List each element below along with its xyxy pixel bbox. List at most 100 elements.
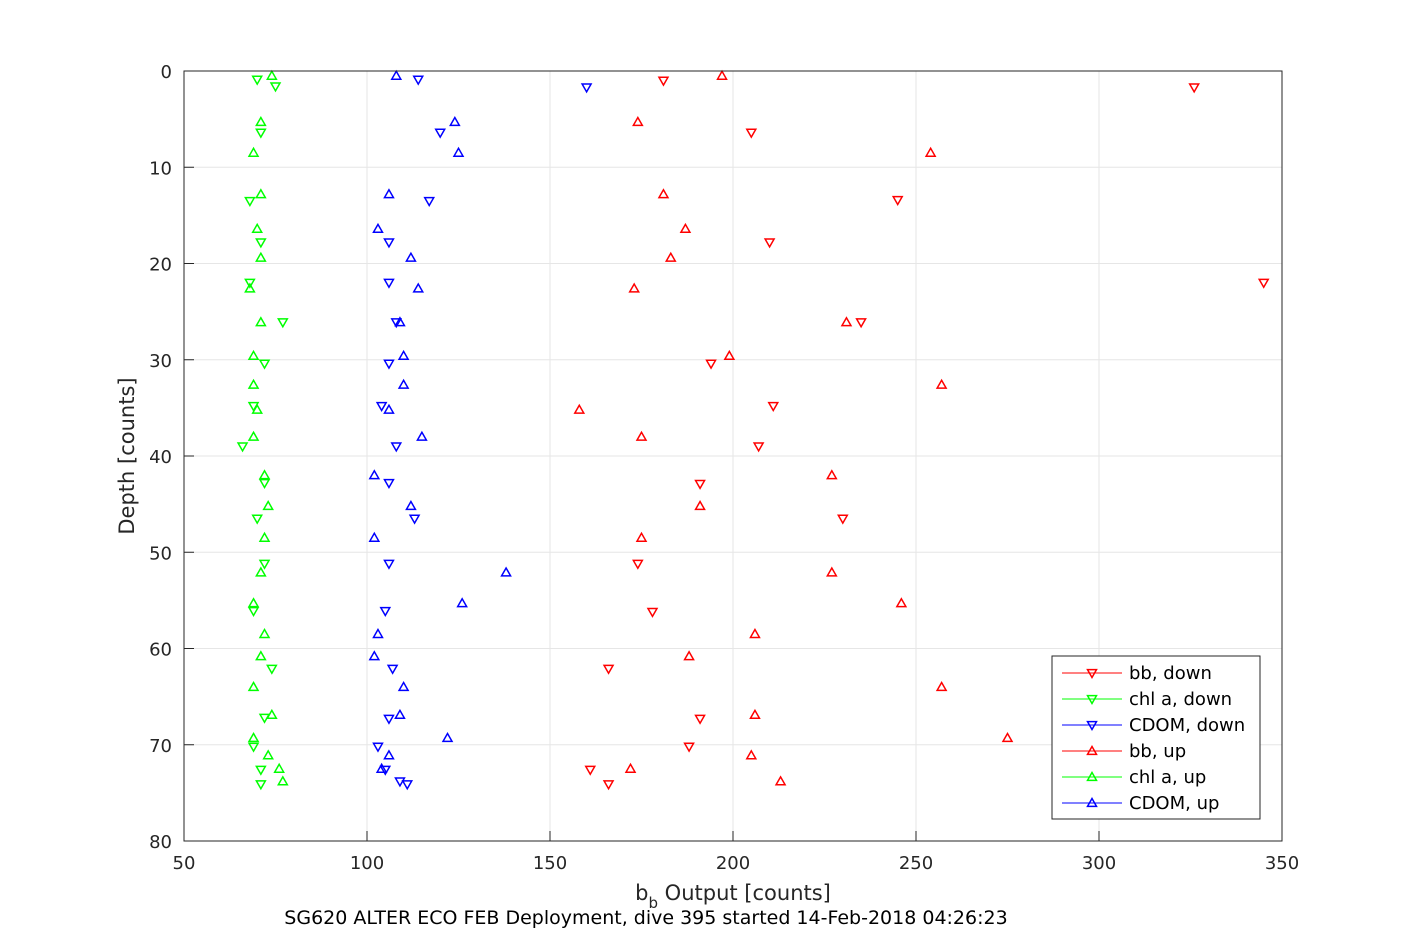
data-point-chl-a-down xyxy=(251,75,263,86)
data-point-cdom-up xyxy=(452,146,465,157)
data-point-chl-a-down xyxy=(247,606,260,617)
x-tick-label: 300 xyxy=(1082,853,1116,874)
y-tick-label: 30 xyxy=(149,351,172,372)
data-point-bb-down xyxy=(602,664,615,675)
data-point-cdom-up xyxy=(405,500,417,511)
data-point-bb-down xyxy=(657,76,670,87)
data-point-cdom-down xyxy=(383,714,395,725)
data-point-cdom-up xyxy=(405,251,417,262)
y-tick-label: 50 xyxy=(149,543,172,564)
data-point-bb-up xyxy=(745,749,758,760)
data-point-cdom-up xyxy=(441,732,454,743)
data-point-chl-a-up xyxy=(247,732,260,743)
data-point-cdom-up xyxy=(375,762,388,773)
data-point-bb-up xyxy=(624,762,637,773)
data-point-chl-a-up xyxy=(247,430,260,441)
data-point-cdom-up xyxy=(372,222,384,233)
data-point-bb-up xyxy=(635,430,648,441)
data-point-bb-down xyxy=(584,765,597,776)
data-point-cdom-up xyxy=(394,708,406,720)
data-point-chl-a-up xyxy=(266,69,278,80)
data-point-cdom-down xyxy=(375,401,388,412)
data-point-cdom-down xyxy=(383,559,395,570)
legend-label-bb-down: bb, down xyxy=(1129,663,1212,684)
data-point-chl-a-down xyxy=(251,514,263,525)
data-point-bb-up xyxy=(683,650,695,661)
data-point-cdom-down xyxy=(412,75,425,86)
data-point-bb-up xyxy=(723,349,736,361)
x-tick-label: 150 xyxy=(533,853,567,874)
data-point-chl-a-up xyxy=(255,116,267,127)
data-point-chl-a-down xyxy=(247,742,260,753)
data-point-cdom-down xyxy=(434,128,446,139)
legend-marker-cdom-up xyxy=(1086,796,1098,808)
legend-label-bb-up: bb, up xyxy=(1129,741,1186,762)
legend-marker-chl-a-down xyxy=(1086,694,1098,706)
data-point-chl-a-up xyxy=(262,749,274,760)
y-tick-label: 60 xyxy=(149,640,172,661)
data-point-cdom-down xyxy=(390,442,403,453)
data-point-chl-a-up xyxy=(262,500,274,511)
data-point-cdom-up xyxy=(390,69,403,80)
data-point-cdom-down xyxy=(383,359,395,370)
legend-label-cdom-up: CDOM, up xyxy=(1129,793,1219,814)
data-point-chl-a-down xyxy=(258,359,271,370)
data-point-bb-down xyxy=(602,780,615,791)
data-point-chl-a-up xyxy=(251,222,263,233)
data-point-cdom-down xyxy=(379,606,392,617)
data-point-bb-up xyxy=(694,500,706,511)
x-tick-label: 50 xyxy=(173,853,196,874)
data-point-bb-down xyxy=(837,514,849,525)
data-point-bb-down xyxy=(752,442,765,453)
y-tick-label: 70 xyxy=(149,736,172,757)
x-axis-title: bb Output [counts] xyxy=(635,881,831,912)
data-point-bb-up xyxy=(924,146,937,157)
data-point-chl-a-up xyxy=(255,566,267,577)
legend-marker-cdom-down xyxy=(1086,720,1098,732)
x-tick-label: 200 xyxy=(716,853,750,874)
data-point-bb-down xyxy=(763,238,776,249)
data-point-cdom-up xyxy=(394,316,406,327)
data-point-chl-a-up xyxy=(277,775,289,786)
data-point-bb-up xyxy=(935,378,948,389)
data-point-chl-a-up xyxy=(258,531,271,542)
x-tick-label: 100 xyxy=(350,853,384,874)
data-point-cdom-down xyxy=(408,514,421,525)
data-point-chl-a-down xyxy=(255,765,267,776)
data-point-cdom-down xyxy=(372,742,384,753)
data-point-cdom-up xyxy=(416,430,428,441)
data-point-bb-down xyxy=(855,318,867,329)
y-axis-title: Depth [counts] xyxy=(115,377,139,534)
axis-ticks: 50 100 150 200 250 300 350 0 10 20 30 40 50 60 70 80 xyxy=(149,62,1299,874)
data-point-chl-a-up xyxy=(266,708,278,720)
data-point-bb-up xyxy=(632,116,644,127)
data-point-cdom-up xyxy=(397,680,410,692)
data-point-chl-a-down xyxy=(277,318,289,329)
data-point-cdom-up xyxy=(383,188,395,199)
data-point-chl-a-down xyxy=(269,82,282,93)
data-point-chl-a-up xyxy=(258,628,271,639)
data-point-chl-a-up xyxy=(247,378,260,389)
data-point-bb-up xyxy=(679,222,692,233)
data-point-cdom-down xyxy=(383,278,395,289)
data-point-bb-down xyxy=(1257,278,1270,289)
data-point-bb-up xyxy=(826,566,838,577)
legend-box xyxy=(1051,655,1261,820)
data-point-bb-up xyxy=(573,403,586,414)
data-point-bb-down xyxy=(745,128,758,139)
data-point-bb-down xyxy=(767,401,780,412)
legend: bb, down chl a, down CDOM, down bb, up chl a… xyxy=(1051,655,1261,820)
data-point-chl-a-down xyxy=(266,664,278,675)
data-point-chl-a-up xyxy=(255,188,267,199)
data-point-chl-a-up xyxy=(258,469,271,480)
data-point-chl-a-up xyxy=(247,597,260,608)
data-point-bb-up xyxy=(749,708,761,720)
data-point-chl-a-down xyxy=(255,780,267,791)
data-point-bb-up xyxy=(774,775,787,786)
data-point-bb-down xyxy=(632,559,644,570)
data-point-bb-up xyxy=(749,628,761,639)
data-point-cdom-up xyxy=(383,403,395,414)
legend-marker-chl-a-up xyxy=(1086,770,1098,782)
data-point-chl-a-up xyxy=(273,762,285,773)
data-point-bb-up xyxy=(628,282,640,293)
